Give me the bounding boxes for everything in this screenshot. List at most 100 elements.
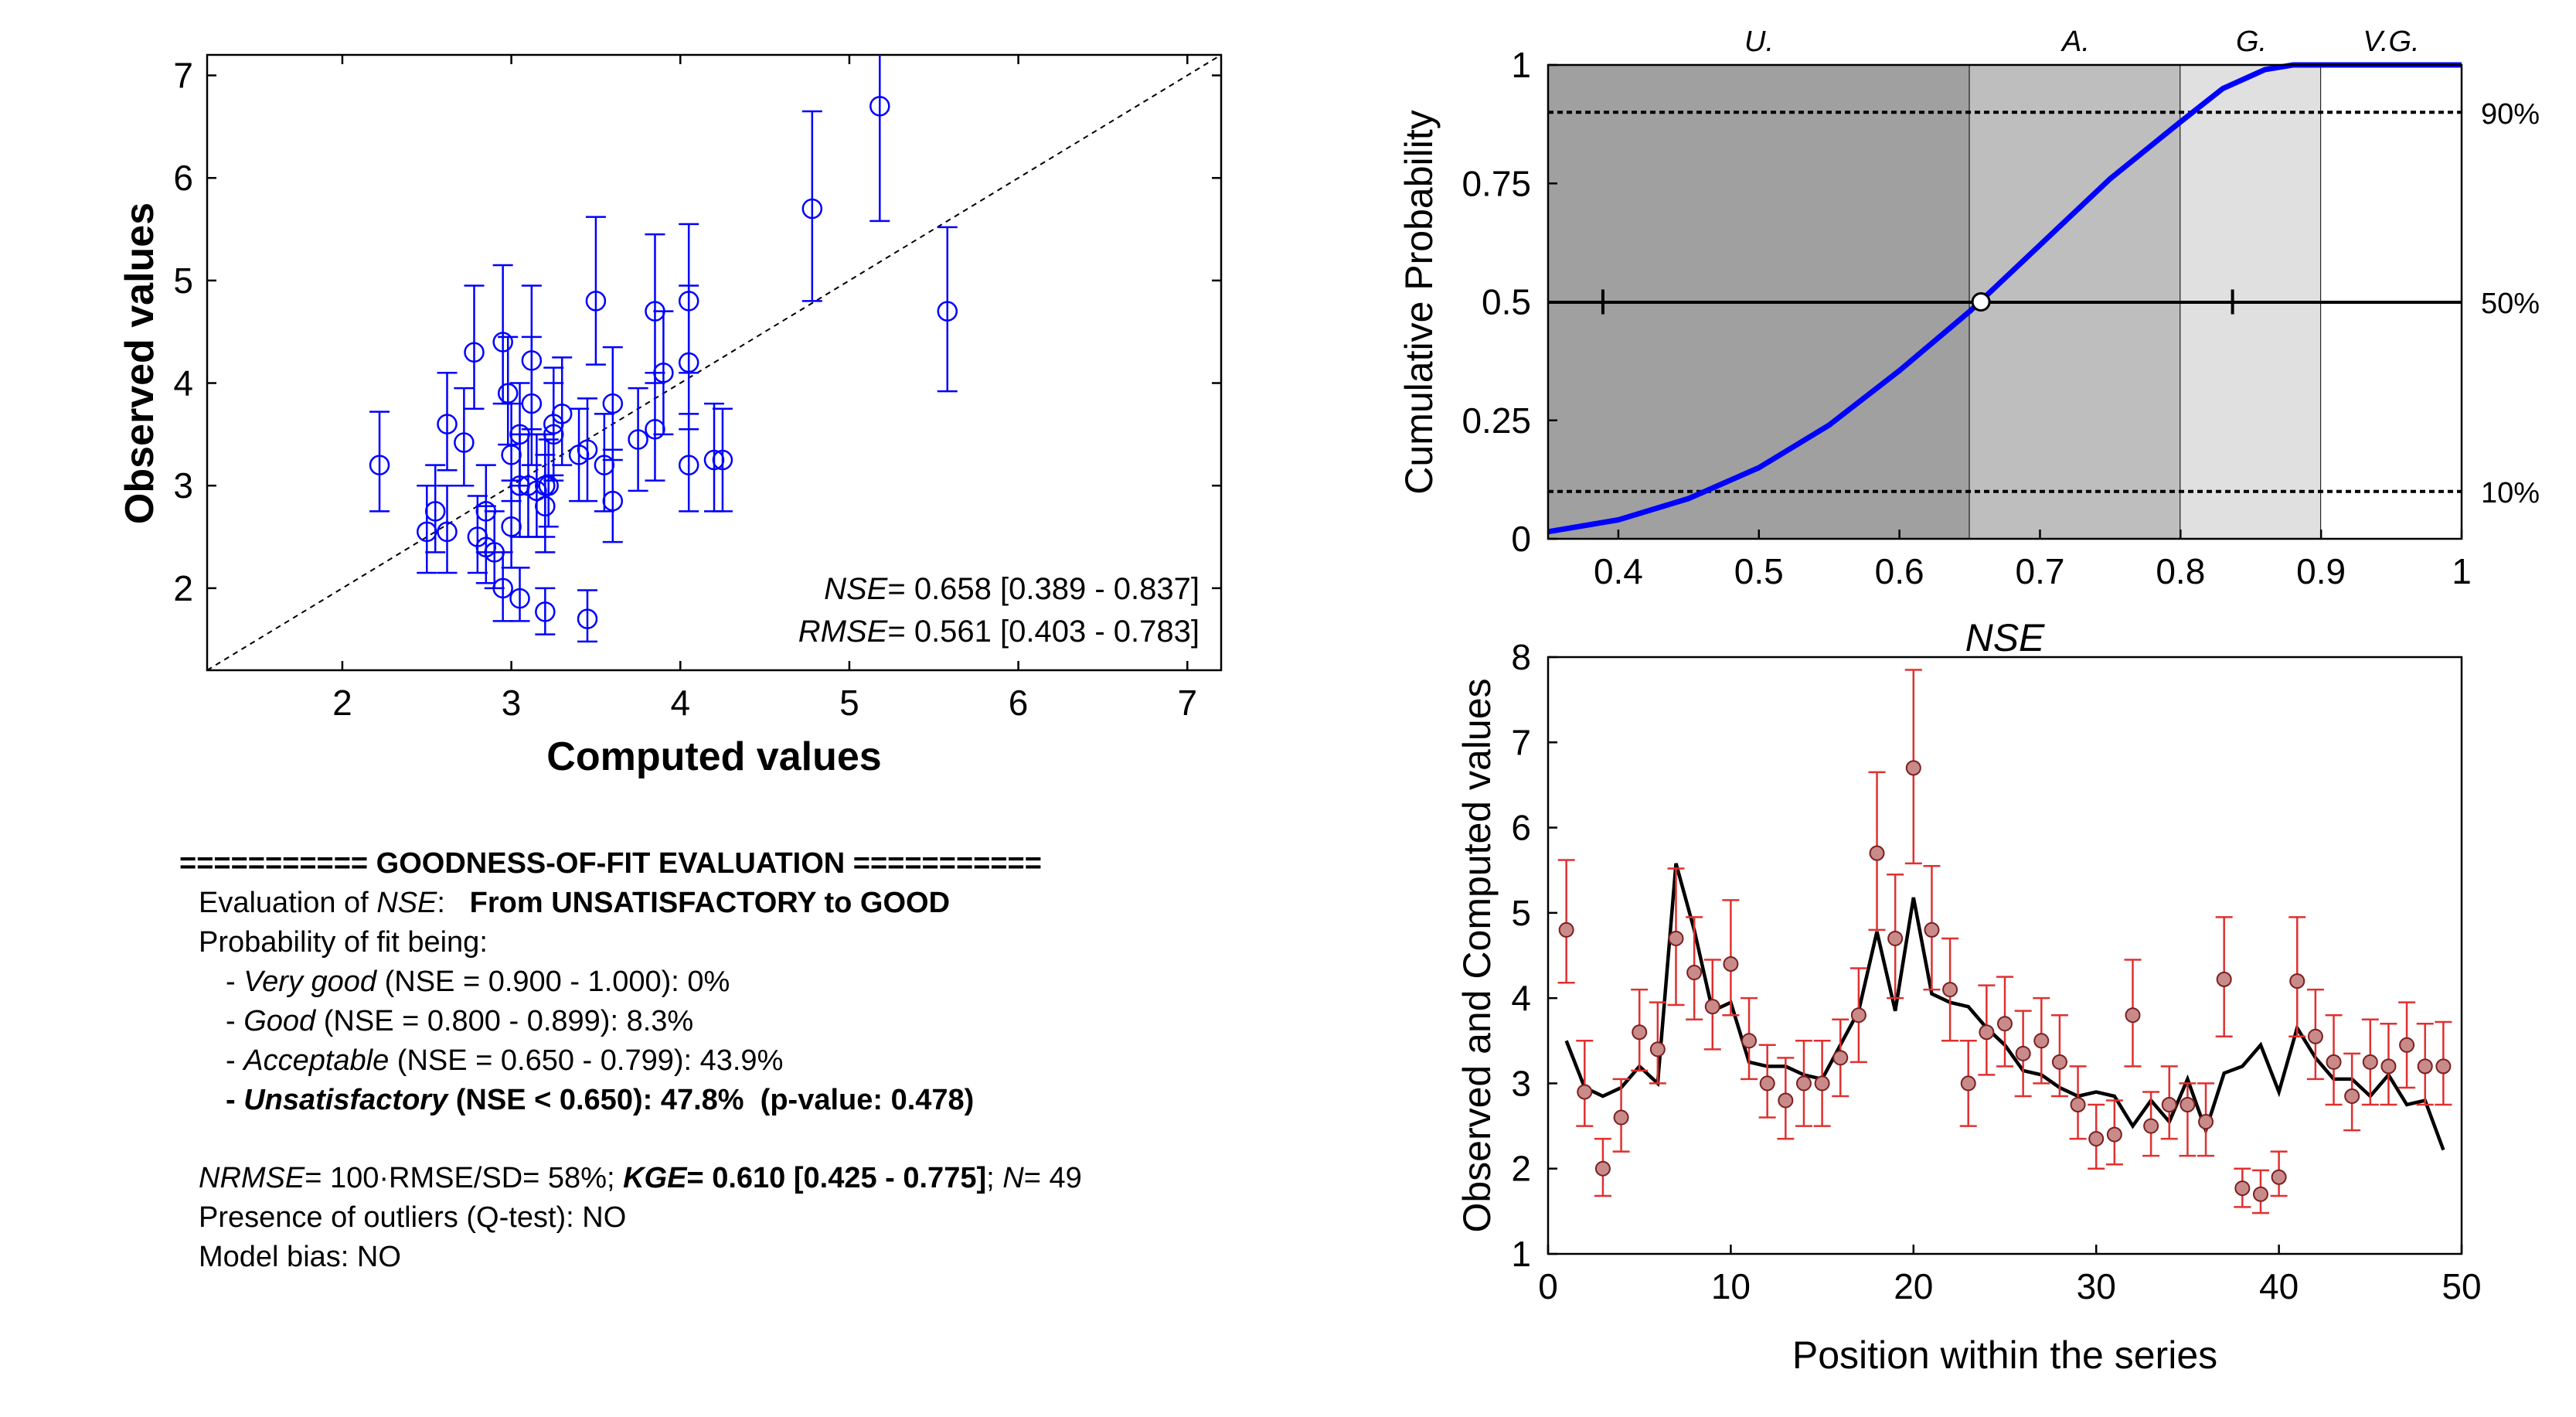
- point-marker: [937, 301, 958, 322]
- y-tick-label: 4: [1511, 978, 1531, 1018]
- point-marker: [2435, 1058, 2452, 1075]
- point-marker: [417, 521, 437, 543]
- point-marker: [497, 383, 519, 404]
- point-marker: [492, 332, 513, 353]
- scatter-y-axis: 2 3 4 5 6 7: [173, 56, 1221, 608]
- observed-point: [2380, 1022, 2397, 1106]
- observed-point: [2050, 1013, 2068, 1098]
- observed-point: [1631, 988, 1649, 1072]
- scatter-x-axis: 2 3 4 5 6 7: [332, 55, 1197, 723]
- observed-point: [2069, 1065, 2087, 1140]
- observed-point: [2270, 1150, 2288, 1197]
- point-marker: [594, 455, 615, 475]
- observed-point: [1667, 867, 1685, 1007]
- observed-point: [2234, 1167, 2251, 1208]
- observed-point: [1849, 967, 1867, 1064]
- report-evaluation: Evaluation of NSE: From UNSATISFACTORY t…: [179, 884, 1339, 923]
- observed-point: [2088, 1103, 2105, 1170]
- scatter-point: [801, 110, 823, 302]
- y-tick-label: 6: [173, 158, 193, 198]
- point-marker: [1759, 1075, 1775, 1092]
- scatter-point: [535, 433, 556, 538]
- scatter-point: [645, 233, 665, 384]
- observed-point: [1722, 899, 1740, 1017]
- x-tick-label: 0.8: [2156, 551, 2205, 591]
- percent-label-50: 50%: [2481, 288, 2540, 320]
- point-marker: [2180, 1097, 2196, 1112]
- median-marker: [1971, 292, 1991, 312]
- y-tick-label: 7: [1511, 722, 1531, 762]
- one-to-one-line: [206, 54, 1222, 671]
- y-tick-label: 6: [1511, 808, 1531, 848]
- point-marker: [2125, 1007, 2141, 1024]
- point-marker: [1778, 1092, 1794, 1109]
- scatter-point: [509, 567, 530, 622]
- point-marker: [521, 350, 543, 371]
- point-marker: [602, 393, 624, 414]
- scatter-point: [678, 284, 699, 431]
- y-tick-label: 3: [173, 465, 193, 506]
- x-tick-label: 5: [839, 683, 859, 723]
- observed-point: [1686, 916, 1703, 1020]
- observed-point: [1612, 1078, 1630, 1153]
- scatter-panel: 2 3 4 5 6 7 2 3 4 5 6 7 Computed values Observed v…: [117, 53, 1223, 779]
- point-marker: [1960, 1075, 1976, 1092]
- scatter-point: [417, 484, 437, 574]
- scatter-point: [937, 226, 958, 393]
- scatter-point: [454, 387, 475, 487]
- band-label-very-good: V.G.: [2363, 26, 2419, 58]
- scatter-point: [501, 402, 522, 502]
- scatter-point: [551, 356, 573, 466]
- x-tick-label: 50: [2442, 1266, 2481, 1306]
- observed-point: [1557, 859, 1575, 984]
- class-unsatisfactory: - Unsatisfactory (NSE < 0.650): 47.8% (p…: [226, 1084, 975, 1116]
- scatter-point: [467, 495, 488, 574]
- observed-point: [2343, 1052, 2361, 1132]
- point-marker: [535, 475, 556, 496]
- point-marker: [1649, 1041, 1666, 1058]
- point-marker: [1887, 930, 1904, 946]
- scatter-point: [521, 284, 543, 431]
- point-marker: [2271, 1169, 2287, 1185]
- observed-point: [1832, 1018, 1849, 1098]
- scatter-point: [678, 413, 699, 513]
- class-very-good: - Very good (NSE = 0.900 - 1.000): 0%: [226, 966, 730, 998]
- report-prob-title: Probability of fit being:: [199, 926, 488, 959]
- y-tick-label: 2: [173, 568, 193, 608]
- point-marker: [2326, 1054, 2342, 1070]
- cdf-y-label: Cumulative Probability: [1397, 110, 1441, 494]
- series-y-axis: 1 2 3 4 5 6 7 8: [1511, 637, 1557, 1274]
- point-marker: [1723, 956, 1739, 972]
- y-tick-label: 0.5: [1482, 282, 1531, 322]
- scatter-point: [712, 407, 733, 513]
- point-marker: [1704, 999, 1720, 1015]
- observed-values-points: [1557, 669, 2452, 1214]
- point-marker: [1924, 921, 1940, 938]
- point-marker: [2161, 1097, 2177, 1112]
- point-marker: [585, 291, 607, 312]
- point-marker: [2252, 1186, 2268, 1202]
- point-marker: [1613, 1109, 1629, 1126]
- point-marker: [437, 414, 458, 434]
- point-marker: [2417, 1058, 2433, 1075]
- point-marker: [1942, 982, 1958, 998]
- scatter-point: [577, 397, 598, 502]
- eval-result: From UNSATISFACTORY to GOOD: [469, 887, 951, 919]
- point-marker: [1741, 1033, 1758, 1049]
- nse-markers: [1601, 289, 2234, 315]
- point-marker: [509, 588, 530, 609]
- y-tick-label: 3: [1511, 1063, 1531, 1103]
- report-spacer: [179, 1120, 1339, 1159]
- x-tick-label: 30: [2077, 1266, 2116, 1306]
- scatter-point: [437, 372, 458, 472]
- observed-point: [1777, 1057, 1795, 1140]
- report-outliers: Presence of outliers (Q-test): NO: [199, 1201, 627, 1234]
- x-tick-label: 0.9: [2296, 551, 2346, 591]
- observed-point: [1813, 1040, 1831, 1127]
- point-marker: [2362, 1054, 2378, 1070]
- y-tick-label: 4: [173, 363, 193, 404]
- point-marker: [2289, 973, 2305, 990]
- scatter-point: [594, 413, 615, 513]
- x-tick-label: 0.6: [1875, 551, 1924, 591]
- point-marker: [1686, 965, 1703, 981]
